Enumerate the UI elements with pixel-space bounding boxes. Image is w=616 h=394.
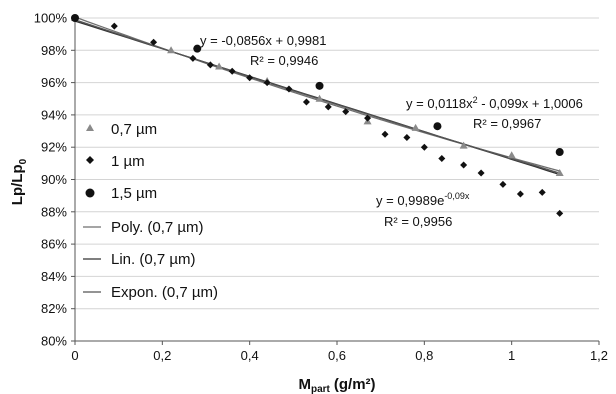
y-tick-label: 96% [41, 75, 67, 90]
y-tick-label: 86% [41, 237, 67, 252]
x-tick-label: 0,8 [415, 348, 433, 363]
point-diamond [381, 130, 389, 138]
x-axis-title: Mpart (g/m²) [298, 376, 375, 394]
y-tick-label: 90% [41, 172, 67, 187]
trendline-exp [74, 19, 560, 174]
legend-item-expon: Expon. (0,7 µm) [83, 284, 218, 301]
legend-label: Lin. (0,7 µm) [111, 251, 196, 268]
legend-label: 1,5 µm [111, 185, 157, 202]
point-circle [193, 44, 202, 53]
poly-equation: y = 0,0118x2 - 0,099x + 1,0006 [406, 95, 583, 111]
legend-item-poly: Poly. (0,7 µm) [83, 219, 204, 236]
legend-label: Poly. (0,7 µm) [111, 219, 204, 236]
point-diamond [228, 67, 236, 75]
y-tick-label: 98% [41, 43, 67, 58]
data-points [71, 14, 564, 217]
tick-labels: 80% 82% 84% 86% 88% 90% 92% 94% 96% 98% 100% 0 0,2 0,… [34, 11, 608, 364]
legend-triangle-icon [86, 124, 94, 131]
legend-item-lin: Lin. (0,7 µm) [83, 251, 196, 268]
linear-equation: y = -0,0856x + 0,9981 [200, 33, 326, 48]
point-diamond [420, 143, 428, 151]
point-triangle [555, 169, 564, 177]
x-tick-label: 0,4 [241, 348, 259, 363]
point-triangle [459, 141, 468, 149]
gridlines [75, 17, 599, 310]
point-diamond [364, 114, 372, 122]
legend-label: 0,7 µm [111, 121, 157, 138]
legend-label: 1 µm [111, 153, 145, 170]
y-tick-label: 84% [41, 269, 67, 284]
point-diamond [206, 61, 214, 69]
point-triangle [215, 62, 224, 70]
legend-item-1um: 1 µm [86, 153, 145, 170]
y-tick-label: 94% [41, 107, 67, 122]
poly-r2: R² = 0,9967 [473, 116, 541, 131]
x-tick-label: 0 [71, 348, 78, 363]
point-diamond [302, 98, 310, 106]
y-tick-label: 100% [34, 11, 68, 26]
point-diamond [246, 74, 254, 82]
x-tick-label: 0,6 [328, 348, 346, 363]
legend-item-0-7um: 0,7 µm [86, 121, 157, 138]
point-circle [71, 14, 79, 22]
point-diamond [438, 155, 446, 163]
point-diamond [538, 188, 546, 196]
point-diamond [556, 209, 564, 217]
point-diamond [460, 161, 468, 169]
point-triangle [167, 46, 176, 54]
legend-item-1-5um: 1,5 µm [85, 185, 157, 202]
y-tick-label: 88% [41, 204, 67, 219]
x-tick-label: 0,2 [153, 348, 171, 363]
point-triangle [315, 94, 324, 102]
legend-diamond-icon [86, 156, 94, 164]
legend: 0,7 µm 1 µm 1,5 µm Poly. (0,7 µm) Lin. (… [83, 121, 218, 301]
point-diamond [499, 180, 507, 188]
y-tick-label: 80% [41, 334, 67, 349]
point-triangle [411, 123, 420, 131]
point-diamond [403, 134, 411, 142]
exp-r2: R² = 0,9956 [384, 214, 452, 229]
point-diamond [189, 54, 197, 62]
legend-circle-icon [85, 188, 95, 198]
point-diamond [285, 85, 293, 93]
x-tick-label: 1 [508, 348, 515, 363]
point-diamond [342, 108, 350, 116]
exp-equation: y = 0,9989e-0,09x [376, 191, 470, 208]
linear-r2: R² = 0,9946 [250, 53, 318, 68]
point-circle [433, 122, 442, 131]
point-diamond [150, 38, 158, 46]
y-tick-label: 92% [41, 140, 67, 155]
point-diamond [110, 22, 118, 30]
x-tick-label: 1,2 [590, 348, 608, 363]
point-diamond [477, 169, 485, 177]
legend-label: Expon. (0,7 µm) [111, 284, 218, 301]
point-diamond [324, 103, 332, 111]
point-circle [315, 81, 324, 90]
y-axis-title: Lp/Lp0 [9, 158, 29, 205]
point-diamond [516, 190, 524, 198]
point-triangle [507, 151, 516, 159]
point-circle [555, 148, 564, 157]
point-diamond [263, 79, 271, 87]
y-tick-label: 82% [41, 301, 67, 316]
